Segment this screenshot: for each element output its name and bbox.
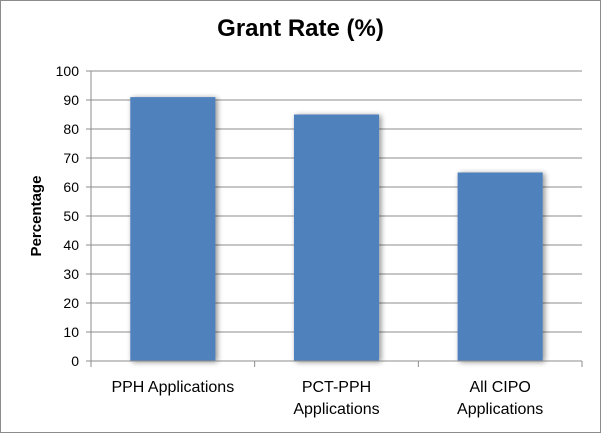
y-tick-label: 70 — [63, 150, 79, 166]
x-category-label: Applications — [457, 401, 543, 418]
y-axis-ticks: 0 10 20 30 40 50 60 70 80 90 100 — [56, 63, 91, 369]
y-tick-label: 0 — [71, 353, 79, 369]
x-category-label: PCT-PPH — [302, 379, 371, 396]
bar — [130, 97, 216, 361]
bars — [130, 97, 543, 361]
y-tick-label: 20 — [63, 295, 79, 311]
y-axis-label: Percentage — [28, 176, 45, 257]
x-category-label: PPH Applications — [111, 379, 234, 396]
bar — [457, 172, 543, 361]
y-tick-label: 60 — [63, 179, 79, 195]
x-axis-categories: PPH Applications PCT-PPH Applications All C… — [111, 379, 543, 418]
x-category-label: All CIPO — [469, 379, 530, 396]
y-tick-label: 80 — [63, 121, 79, 137]
axes — [90, 71, 583, 367]
y-tick-label: 10 — [63, 324, 79, 340]
y-tick-label: 100 — [56, 63, 80, 79]
y-tick-label: 30 — [63, 266, 79, 282]
bar — [293, 114, 380, 361]
chart-title: Grant Rate (%) — [217, 15, 384, 42]
x-category-label: Applications — [293, 401, 379, 418]
y-tick-label: 90 — [63, 92, 79, 108]
y-tick-label: 40 — [63, 237, 79, 253]
y-tick-label: 50 — [63, 208, 79, 224]
